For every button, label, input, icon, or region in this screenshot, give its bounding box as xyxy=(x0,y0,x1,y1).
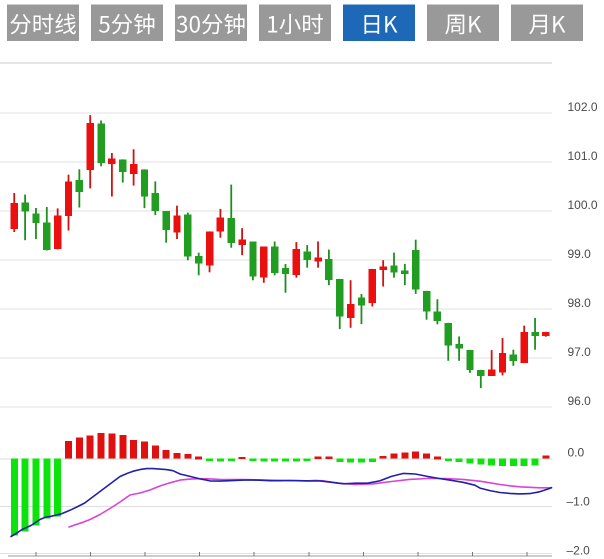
svg-text:101.0: 101.0 xyxy=(568,149,598,163)
svg-text:100.0: 100.0 xyxy=(568,198,598,212)
svg-text:96.0: 96.0 xyxy=(568,394,592,408)
svg-text:98.0: 98.0 xyxy=(568,296,592,310)
svg-text:102.0: 102.0 xyxy=(568,100,598,114)
svg-text:–1.0: –1.0 xyxy=(567,495,591,509)
svg-text:0.0: 0.0 xyxy=(568,445,585,459)
svg-text:–2.0: –2.0 xyxy=(567,544,591,558)
svg-text:99.0: 99.0 xyxy=(568,247,592,261)
svg-text:97.0: 97.0 xyxy=(568,345,592,359)
